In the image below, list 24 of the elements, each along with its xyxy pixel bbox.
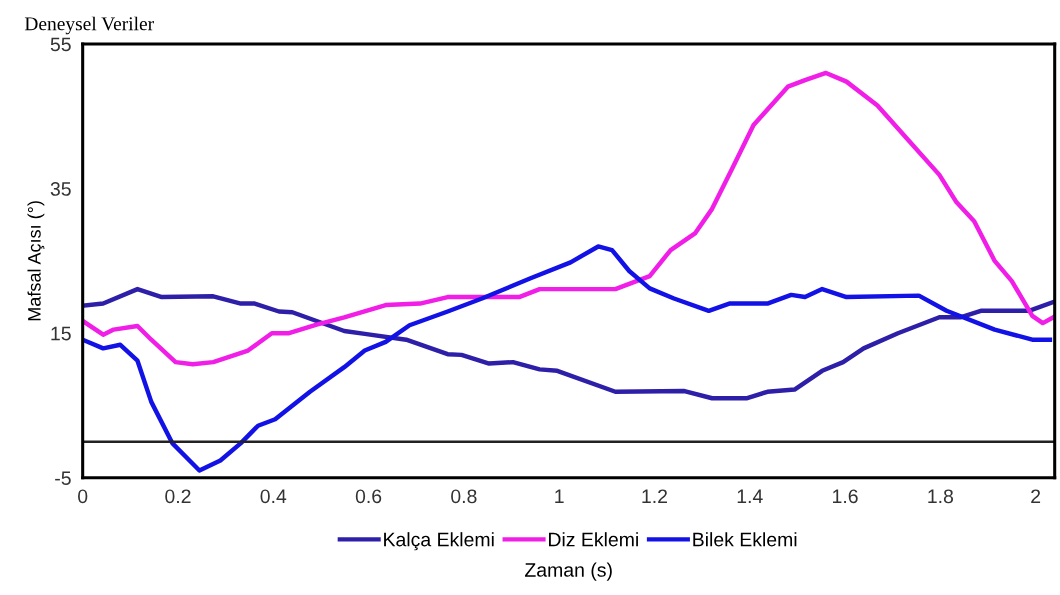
- x-tick-label: 0: [78, 489, 88, 504]
- line-series: [82, 244, 1053, 473]
- y-tick-label: 55: [50, 37, 71, 52]
- y-tick-label: 35: [50, 182, 71, 196]
- x-tick-label: 1: [555, 489, 564, 503]
- x-axis-title: Zaman (s): [525, 562, 612, 581]
- x-tick-label: 1.8: [928, 489, 954, 504]
- x-tick-label: 1.2: [642, 489, 667, 503]
- x-tick-label: 1.6: [833, 489, 858, 504]
- legend-label: Bilek Eklemi: [693, 532, 797, 547]
- line-series: [82, 286, 1055, 401]
- x-tick-label: 2: [1031, 489, 1041, 503]
- y-axis-title: Mafsal Açısı (°): [27, 201, 45, 321]
- chart-title: Deneysel Veriler: [24, 16, 154, 35]
- x-tick-label: 0.6: [355, 489, 382, 504]
- y-tick-label: -5: [55, 471, 71, 486]
- legend-label: Diz Eklemi: [549, 532, 638, 547]
- x-tick-label: 0.8: [451, 489, 477, 504]
- x-tick-label: 0.2: [165, 489, 191, 504]
- legend-label: Kalça Eklemi: [384, 532, 494, 551]
- x-tick-label: 1.4: [737, 489, 763, 503]
- x-tick-label: 0.4: [260, 489, 287, 504]
- line-series: [82, 70, 1055, 367]
- y-tick-label: 15: [51, 326, 71, 341]
